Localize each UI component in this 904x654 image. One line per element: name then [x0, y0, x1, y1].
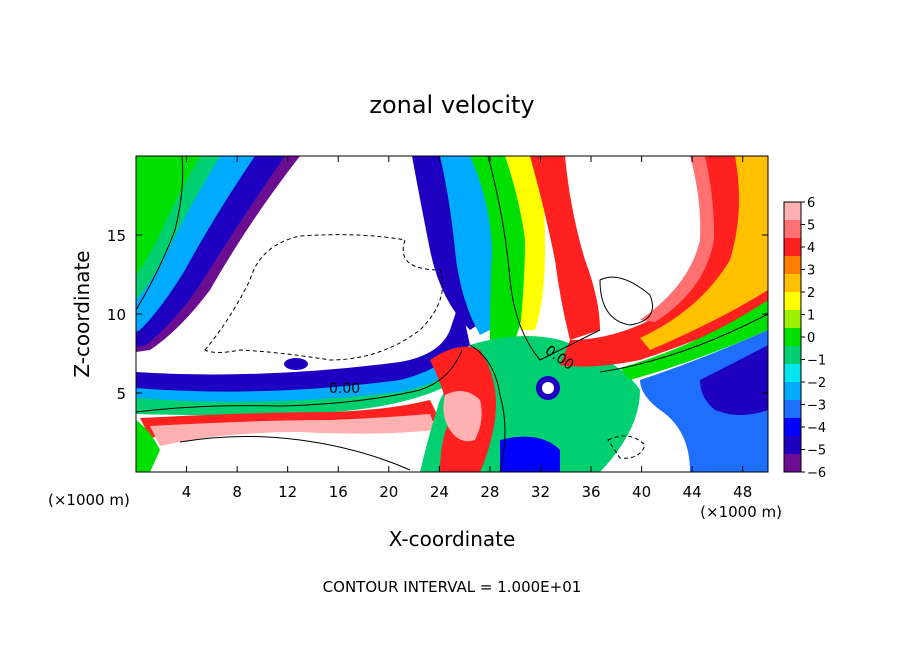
right-band-pink: [640, 156, 715, 322]
colorbar-tick-label: 1: [807, 309, 815, 324]
colorbar-swatch: [784, 310, 801, 329]
x-tick-label: 40: [632, 483, 651, 501]
velocity-field: [136, 156, 768, 472]
contour-shear-solid: [136, 349, 463, 413]
colorbar-tick-label: 0: [807, 331, 815, 346]
x-tick-label: 20: [379, 483, 398, 501]
colorbar-tick-label: −3: [807, 399, 826, 414]
colorbar-tick-label: −4: [807, 421, 826, 436]
colorbar-tick-label: 6: [807, 196, 815, 211]
lower-center-pink: [443, 391, 482, 442]
chart-title: zonal velocity: [369, 91, 534, 119]
contour-left-solid: [136, 156, 184, 311]
central-vortex-core: [542, 382, 554, 394]
right-lower-purple: [700, 345, 768, 415]
central-band-red: [530, 156, 600, 340]
contour-upper-right-solid: [599, 276, 653, 326]
y-axis-label: Z-coordinate: [70, 250, 94, 377]
colorbar-swatch: [784, 202, 801, 221]
x-tick-label: 44: [683, 483, 702, 501]
colorbar: 6 5 4 3 2 1 0 −1 −2 −3 −4 −5 −6: [783, 196, 826, 481]
colorbar-swatch: [784, 400, 801, 419]
x-tick-label: 32: [531, 483, 550, 501]
colorbar-swatch: [784, 364, 801, 383]
colorbar-tick-label: 4: [807, 241, 815, 256]
colorbar-tick-label: 5: [807, 219, 815, 234]
colorbar-swatch: [784, 418, 801, 437]
colorbar-swatch: [784, 346, 801, 365]
shear-layer-pink: [150, 414, 436, 446]
colorbar-tick-label: 2: [807, 286, 815, 301]
colorbar-swatch: [784, 328, 801, 347]
colorbar-swatch: [784, 454, 801, 473]
contour-bottom-left-solid: [179, 435, 411, 471]
x-tick-label: 8: [232, 483, 242, 501]
x-units-left: (×1000 m): [48, 491, 130, 509]
shear-layer-purple: [136, 300, 470, 399]
y-tick-label: 5: [116, 385, 126, 403]
colorbar-swatch: [784, 292, 801, 311]
x-tick-label: 48: [733, 483, 752, 501]
colorbar-tick-label: 3: [807, 264, 815, 279]
colorbar-swatch: [784, 274, 801, 293]
colorbar-swatch: [784, 382, 801, 401]
lower-center-blue: [500, 436, 560, 472]
x-units-right: (×1000 m): [700, 503, 782, 521]
contour-interval-footnote: CONTOUR INTERVAL = 1.000E+01: [323, 578, 582, 596]
contour-dashed-cell: [204, 234, 443, 361]
colorbar-tick-label: −1: [807, 354, 826, 369]
right-band-yellow: [640, 156, 768, 350]
colorbar-swatch: [784, 220, 801, 239]
colorbar-swatch: [784, 238, 801, 257]
x-axis-label: X-coordinate: [389, 527, 516, 551]
x-tick-label: 16: [329, 483, 348, 501]
colorbar-swatch: [784, 256, 801, 275]
lower-left-green: [136, 420, 160, 472]
contour-lower-solid: [469, 344, 506, 472]
contour-dashed-right: [607, 435, 646, 459]
left-band-lime: [136, 156, 200, 275]
x-tick-label: 12: [278, 483, 297, 501]
right-band-green: [620, 300, 768, 380]
x-tick-label: 28: [480, 483, 499, 501]
colorbar-tick-label: −6: [807, 466, 826, 481]
y-tick-label: 10: [107, 306, 126, 324]
small-vortex: [284, 358, 308, 370]
contour-label: 0.00: [329, 381, 360, 397]
central-band-green: [470, 156, 530, 340]
x-tick-label: 24: [430, 483, 449, 501]
colorbar-tick-label: −5: [807, 444, 826, 459]
colorbar-swatch: [784, 436, 801, 455]
x-tick-label: 36: [581, 483, 600, 501]
shear-layer-green: [136, 365, 470, 415]
contour-right-solid: [599, 313, 768, 373]
y-tick-label: 15: [107, 227, 126, 245]
x-tick-label: 4: [182, 483, 192, 501]
central-band-yellow: [505, 156, 545, 330]
contour-central-solid: [487, 156, 601, 361]
colorbar-tick-label: −2: [807, 376, 826, 391]
